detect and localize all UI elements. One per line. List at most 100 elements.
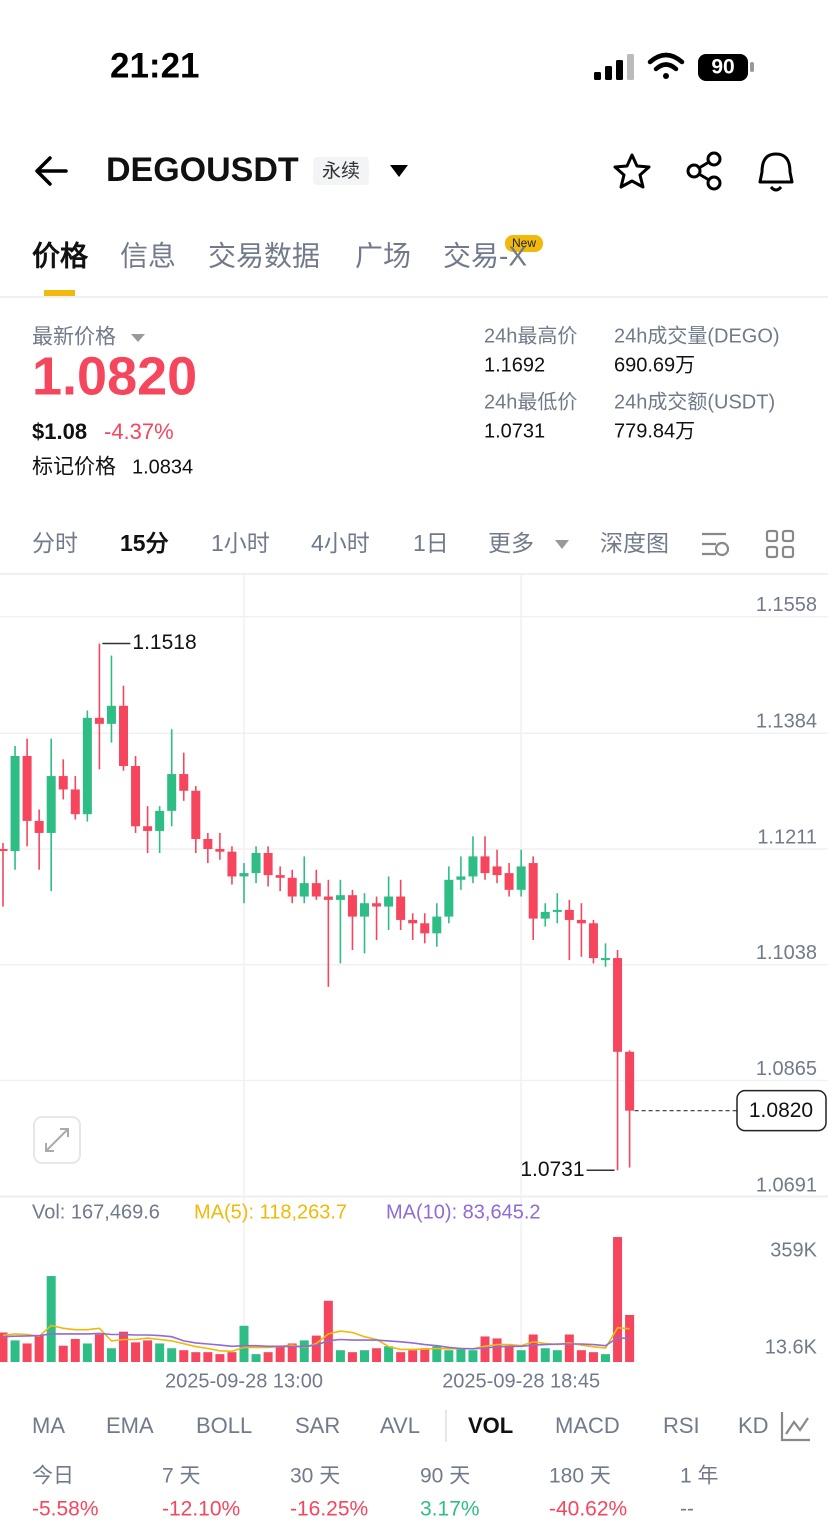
period-label: 1 年 [680,1465,719,1488]
candle-body [0,849,8,852]
candle-body [576,919,586,924]
contract-badge [313,157,369,185]
tab[interactable]: 交易数据 [208,240,320,271]
period-change: -- [680,1498,694,1521]
y-tick-label: 1.0691 [756,1174,817,1196]
volume-bar [239,1325,249,1362]
volume-bar [564,1334,574,1362]
volume-bar [516,1350,526,1362]
mark-label: 标记价格 [32,456,116,479]
volume-bar [299,1340,309,1362]
interval-tab[interactable]: 15分 [120,530,169,556]
candle-body [167,774,177,811]
symbol: DEGOUSDT [106,151,299,189]
ma-line [2,1332,630,1350]
volume-bar [576,1350,586,1362]
current-price-label: 1.0820 [749,1099,813,1122]
interval-tab[interactable]: 分时 [32,530,78,556]
volume-bar [372,1348,382,1362]
ma-line [2,1324,630,1353]
volume-bar [480,1336,490,1362]
candle-body [82,717,92,815]
candle-body [564,909,574,920]
volume-bar [22,1343,32,1362]
favorite-button[interactable] [613,153,651,189]
y-tick-label: 1.1558 [756,594,817,616]
contract-type: 永续 [322,160,360,182]
price-dropdown[interactable] [131,334,145,342]
indicator-tab[interactable]: MA [32,1413,65,1438]
indicator-tab[interactable]: RSI [663,1413,700,1438]
volume-bar [191,1352,201,1362]
candle-body [492,866,502,876]
alert-button[interactable] [758,152,794,192]
period-change: 3.17% [420,1498,480,1521]
candle-body [528,863,538,919]
interval-tab[interactable]: 更多 [488,530,534,556]
candle-body [552,909,562,912]
candle-body [58,776,68,790]
volume-bar [492,1338,502,1362]
expand-button[interactable] [33,1116,81,1164]
indicator-tab[interactable]: SAR [295,1413,340,1438]
tab[interactable]: 广场 [355,240,411,271]
interval-tab[interactable]: 1小时 [211,530,270,556]
volume-bar [106,1348,116,1362]
indicator-tab[interactable]: AVL [380,1413,420,1438]
chart-settings-button[interactable] [702,532,730,557]
interval-tab[interactable]: 4小时 [311,530,370,556]
volume-bar [396,1352,406,1362]
candle-body [191,790,201,839]
volume-bar [82,1343,92,1362]
indicator-chart-button[interactable] [780,1412,810,1442]
stat-value: 1.1692 [484,354,545,376]
candle-body [311,883,321,897]
candle-body [227,851,237,877]
candle-body [516,866,526,890]
back-button[interactable] [35,156,68,186]
interval-tab[interactable]: 深度图 [600,530,669,556]
candle-body [601,958,610,961]
volume-bar [215,1354,225,1362]
candle-body [131,766,141,827]
volume-legend: Vol: 167,469.6 [32,1201,160,1223]
indicator-tab[interactable]: BOLL [196,1413,252,1438]
volume-bar [10,1340,20,1362]
y-tick-label: 1.0865 [756,1058,817,1080]
candle-body [540,911,550,919]
period-label: 30 天 [290,1465,340,1488]
candle-body [287,877,297,897]
tab-indicator [44,290,75,296]
volume-bar [34,1335,44,1362]
volume-bar [311,1335,321,1362]
volume-bar [601,1354,610,1362]
volume-bar [167,1348,177,1362]
indicator-tab[interactable]: KD [738,1413,769,1438]
usd-price: $1.08 [32,419,87,444]
share-button[interactable] [686,151,722,191]
period-label: 180 天 [549,1465,611,1488]
candle-body [10,755,20,852]
candle-body [70,789,80,815]
volume-legend: MA(10): 83,645.2 [386,1201,541,1223]
volume-bar [360,1350,369,1362]
volume-bar [131,1342,141,1362]
high-annotation: 1.1518 [132,631,196,654]
tab[interactable]: 信息 [120,240,176,271]
stat-label: 24h成交额(USDT) [614,390,775,413]
tab[interactable]: 交易-X [443,240,527,271]
indicator-tab[interactable]: MACD [555,1413,620,1438]
candle-body [420,923,430,934]
symbol-dropdown[interactable] [390,165,408,177]
indicator-tab[interactable]: VOL [468,1413,513,1438]
indicator-tab[interactable]: EMA [106,1413,154,1438]
tab[interactable]: 价格 [32,240,89,271]
more-dropdown[interactable] [555,540,569,549]
interval-tab[interactable]: 1日 [413,530,449,556]
volume-bar [203,1352,213,1362]
candle-body [613,958,623,1052]
volume-bar [444,1350,454,1362]
layout-button[interactable] [765,529,795,559]
candle-body [263,853,273,876]
price-change: -4.37% [104,419,174,444]
